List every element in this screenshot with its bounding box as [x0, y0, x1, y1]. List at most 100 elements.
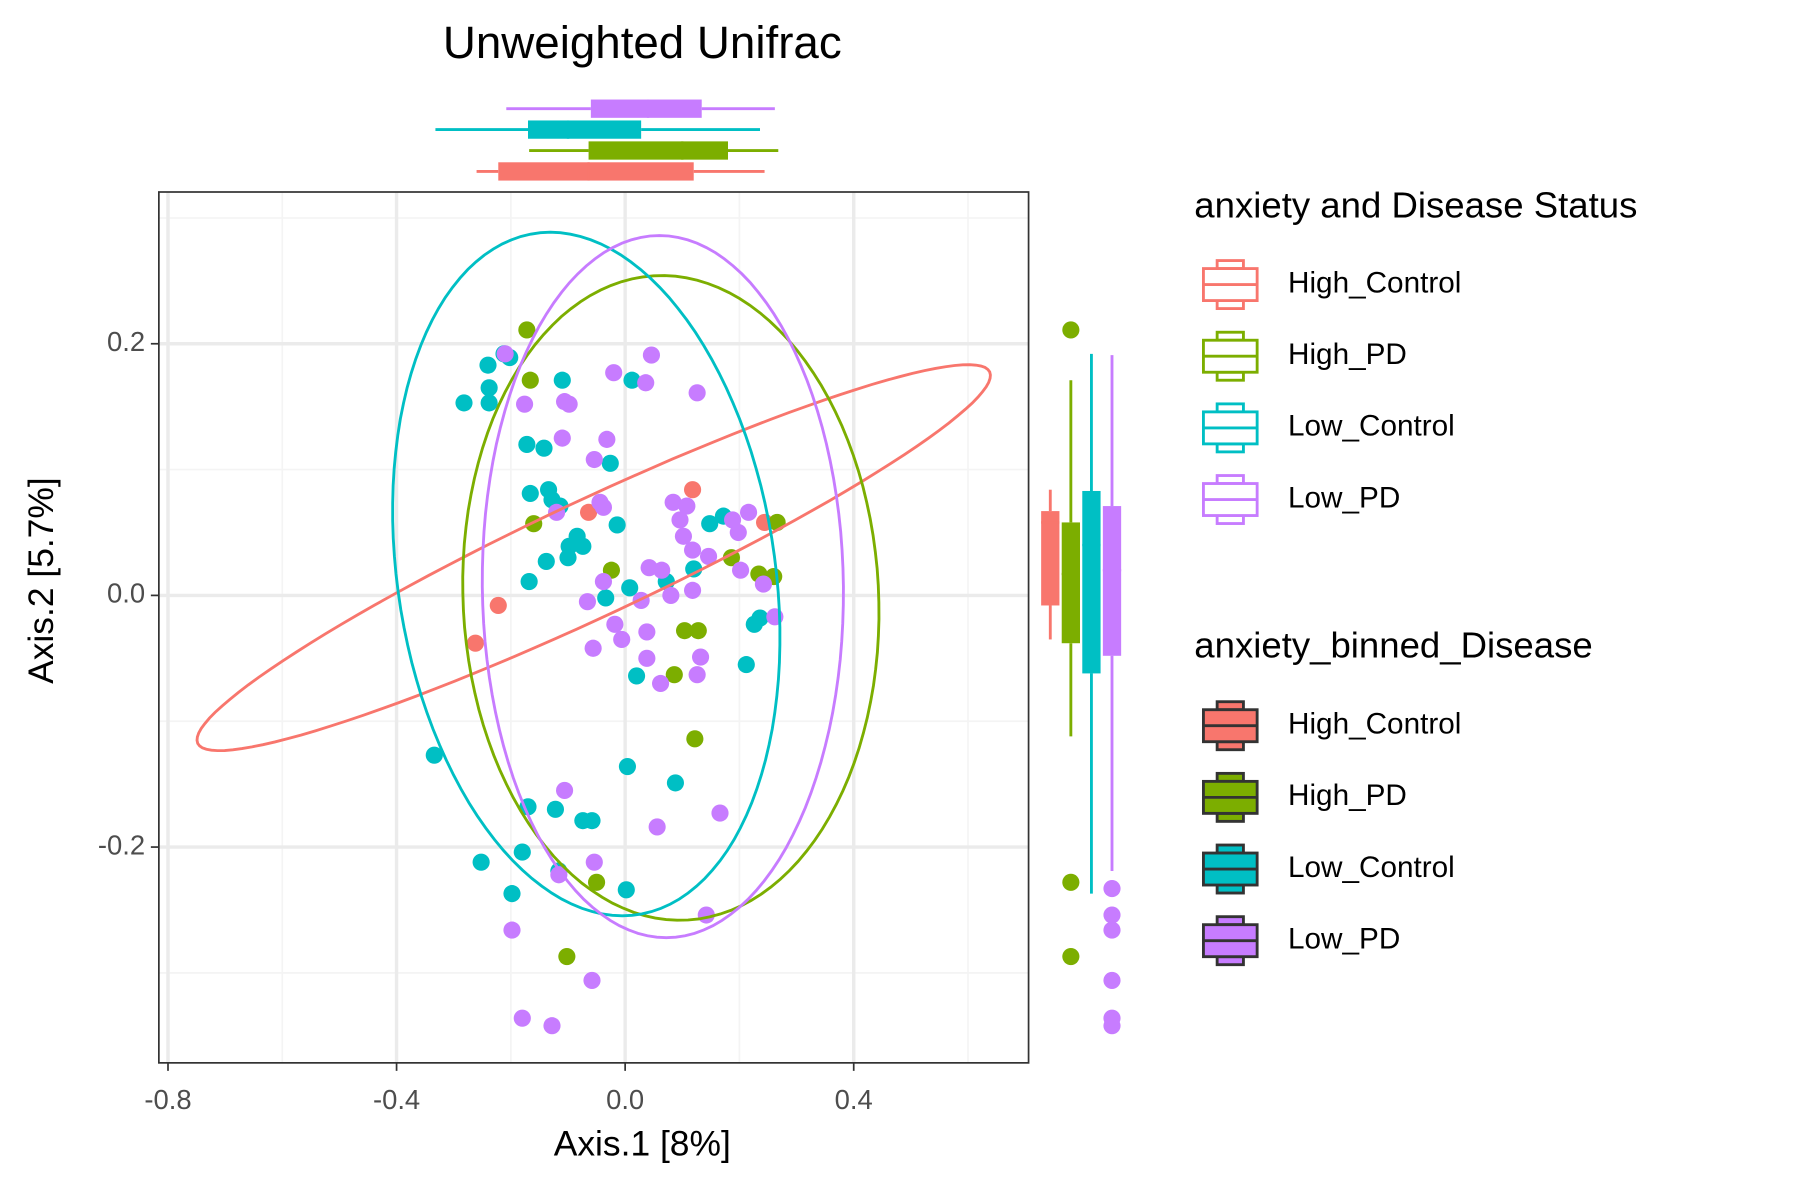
point — [559, 549, 577, 567]
point — [665, 666, 683, 684]
box-outlier — [1103, 880, 1121, 898]
point — [455, 394, 473, 412]
point — [594, 572, 612, 591]
box — [498, 162, 694, 181]
ellipse — [391, 230, 782, 918]
point — [608, 516, 626, 534]
point — [618, 757, 636, 776]
point — [588, 873, 606, 891]
box-outlier — [1103, 971, 1121, 990]
point — [692, 648, 710, 666]
point — [684, 541, 702, 559]
plot-panel — [158, 192, 1029, 1063]
point — [621, 579, 639, 597]
box — [1061, 522, 1080, 644]
point — [598, 430, 616, 448]
box-outlier — [1103, 1017, 1121, 1035]
point — [701, 515, 719, 533]
point — [513, 1009, 531, 1027]
point — [685, 560, 703, 578]
box-outlier — [1103, 921, 1121, 939]
legend-label: Low_PD — [1288, 923, 1400, 956]
y-tick-label: 0.2 — [107, 326, 145, 357]
point — [597, 589, 615, 607]
y-axis-title: Axis.2 [5.7%] — [21, 477, 61, 684]
box — [1041, 511, 1060, 606]
point — [574, 537, 592, 555]
point — [729, 523, 747, 542]
point — [584, 639, 602, 657]
point — [518, 321, 536, 339]
point — [662, 586, 680, 604]
box-outlier — [1103, 906, 1121, 924]
box-outlier — [1062, 873, 1080, 891]
point — [466, 634, 484, 652]
point — [617, 881, 635, 899]
box-outlier — [1062, 947, 1080, 966]
point — [560, 395, 578, 413]
point — [553, 429, 571, 447]
box-outlier — [1062, 321, 1080, 339]
point — [472, 853, 490, 871]
point — [700, 547, 718, 565]
point — [637, 374, 655, 392]
box — [1082, 490, 1101, 674]
point — [623, 371, 641, 389]
legend-label: Low_Control — [1288, 410, 1455, 443]
box — [590, 99, 702, 118]
point — [676, 622, 694, 640]
legend-label: Low_PD — [1288, 481, 1400, 514]
point — [678, 497, 696, 515]
point — [684, 481, 702, 499]
legend-label: High_PD — [1288, 779, 1407, 812]
point — [652, 674, 670, 693]
point — [489, 596, 507, 615]
point — [642, 346, 660, 364]
point — [688, 384, 706, 402]
point — [503, 921, 521, 939]
point — [578, 593, 596, 611]
point — [480, 379, 498, 397]
ellipse — [480, 234, 845, 940]
box — [588, 141, 728, 160]
ellipse — [461, 274, 881, 922]
x-axis-title: Axis.1 [8%] — [554, 1124, 731, 1164]
point — [553, 371, 571, 389]
point — [583, 971, 601, 990]
point — [580, 503, 598, 521]
point — [666, 774, 684, 792]
point — [689, 622, 707, 640]
chart-title: Unweighted Unifrac — [443, 17, 842, 68]
point — [638, 623, 656, 641]
point — [688, 666, 706, 684]
point — [751, 609, 769, 627]
point — [711, 804, 729, 822]
panel-border — [158, 191, 1030, 1064]
point — [605, 364, 623, 382]
point — [583, 812, 601, 830]
point — [648, 818, 666, 836]
point — [664, 493, 682, 511]
x-tick-label: -0.8 — [144, 1084, 191, 1115]
point — [732, 561, 750, 579]
x-tick-label: -0.4 — [373, 1084, 420, 1115]
point — [754, 575, 772, 593]
x-tick-label: 0.4 — [835, 1084, 873, 1115]
point — [521, 484, 539, 503]
legend-label: Low_Control — [1288, 851, 1455, 884]
point — [628, 667, 646, 685]
legend-title: anxiety_binned_Disease — [1194, 625, 1592, 666]
legend-title: anxiety and Disease Status — [1194, 185, 1637, 226]
point — [537, 552, 555, 571]
y-tick-label: 0.0 — [107, 578, 145, 609]
y-tick-label: -0.2 — [98, 829, 145, 860]
legend-label: High_PD — [1288, 338, 1407, 371]
point — [686, 730, 704, 748]
box — [1102, 506, 1122, 656]
point — [585, 450, 603, 469]
point — [740, 503, 758, 521]
point — [425, 746, 443, 764]
legend-label: High_Control — [1288, 708, 1461, 741]
